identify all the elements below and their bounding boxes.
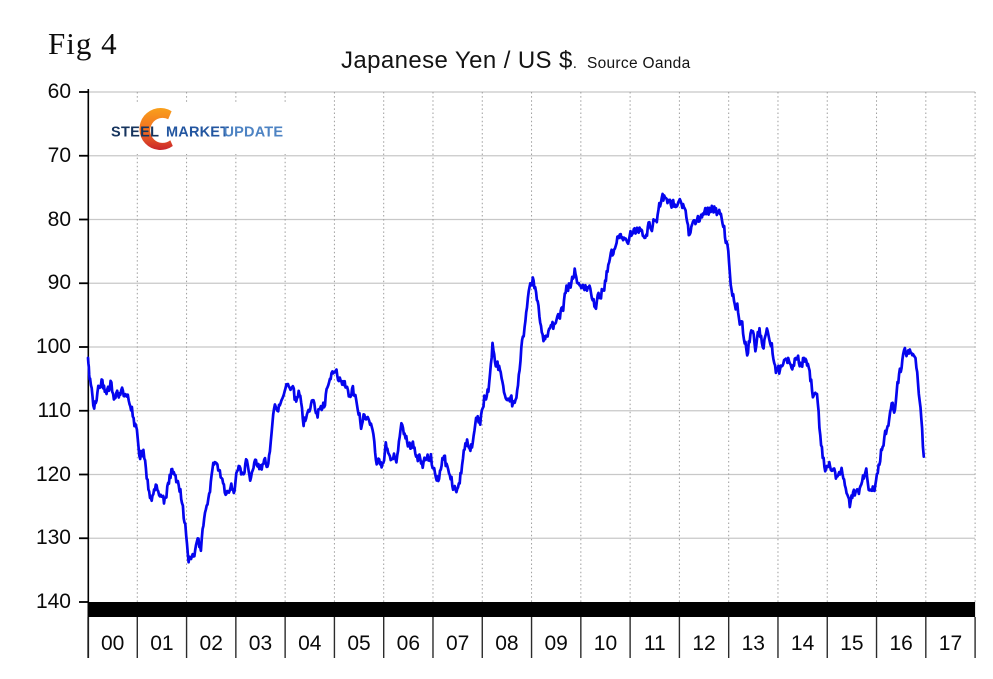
y-axis-label: 140 bbox=[35, 590, 71, 613]
y-axis-label: 100 bbox=[35, 335, 71, 358]
y-axis-label: 90 bbox=[47, 271, 71, 295]
y-axis-label: 110 bbox=[37, 398, 71, 422]
x-axis-bar bbox=[88, 602, 976, 617]
chart-title-main: Japanese Yen / US $ bbox=[341, 47, 573, 74]
y-axis-label: 60 bbox=[47, 80, 71, 103]
x-axis-label: 16 bbox=[889, 632, 913, 655]
steel-market-update-logo: STEEL MARKET UPDATE bbox=[95, 102, 305, 154]
x-axis-label: 07 bbox=[445, 632, 470, 655]
chart-title-dot: . bbox=[572, 55, 577, 72]
y-axis-label: 80 bbox=[47, 207, 71, 231]
x-axis-label: 14 bbox=[790, 632, 815, 655]
logo-background bbox=[95, 102, 305, 154]
logo-ring-icon bbox=[139, 108, 173, 151]
x-axis-label: 10 bbox=[593, 632, 618, 655]
logo-word-steel: STEEL bbox=[111, 125, 159, 141]
x-axis-label: 00 bbox=[100, 632, 125, 655]
y-axis-label: 120 bbox=[35, 462, 71, 486]
chart-title: Japanese Yen / US $. Source Oanda bbox=[341, 47, 691, 75]
x-axis-label: 13 bbox=[741, 632, 765, 655]
logo-word-update: UPDATE bbox=[224, 125, 284, 141]
x-axis-label: 02 bbox=[199, 632, 223, 655]
x-axis-label: 03 bbox=[248, 632, 273, 655]
x-axis-label: 11 bbox=[643, 632, 666, 655]
chart-source-note: Source Oanda bbox=[586, 55, 691, 72]
figure-label: Fig 4 bbox=[48, 26, 118, 61]
x-axis-label: 17 bbox=[938, 632, 963, 655]
x-axis-label: 04 bbox=[298, 632, 322, 655]
x-axis-label: 09 bbox=[544, 632, 568, 655]
y-axis-label: 70 bbox=[47, 143, 71, 167]
y-axis-label: 130 bbox=[35, 526, 71, 550]
x-axis-label: 15 bbox=[840, 632, 864, 655]
x-axis-label: 12 bbox=[692, 632, 716, 655]
x-axis-label: 01 bbox=[150, 632, 174, 655]
usdjpy-line bbox=[86, 192, 926, 564]
logo-word-market: MARKET bbox=[166, 125, 229, 141]
x-axis-label: 06 bbox=[396, 632, 420, 655]
x-axis-label: 08 bbox=[495, 632, 519, 655]
x-axis-label: 05 bbox=[347, 632, 371, 655]
